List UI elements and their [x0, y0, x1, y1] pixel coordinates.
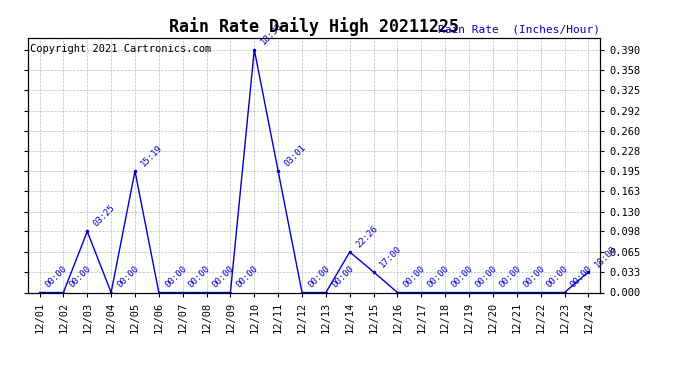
Text: 18:38: 18:38 — [259, 21, 284, 47]
Text: 00:00: 00:00 — [330, 264, 355, 290]
Text: 00:00: 00:00 — [497, 264, 522, 290]
Text: 03:01: 03:01 — [282, 143, 308, 168]
Text: 00:00: 00:00 — [449, 264, 475, 290]
Text: 00:00: 00:00 — [426, 264, 451, 290]
Text: 00:00: 00:00 — [210, 264, 236, 290]
Text: 00:00: 00:00 — [569, 264, 594, 290]
Text: 00:00: 00:00 — [235, 264, 260, 290]
Text: 00:00: 00:00 — [545, 264, 570, 290]
Text: 00:00: 00:00 — [187, 264, 213, 290]
Text: 00:00: 00:00 — [402, 264, 427, 290]
Text: 00:00: 00:00 — [68, 264, 93, 290]
Text: 00:00: 00:00 — [306, 264, 332, 290]
Title: Rain Rate Daily High 20211225: Rain Rate Daily High 20211225 — [169, 17, 459, 36]
Text: 00:00: 00:00 — [163, 264, 188, 290]
Text: 00:00: 00:00 — [115, 264, 141, 290]
Text: 00:00: 00:00 — [43, 264, 69, 290]
Text: 18:00: 18:00 — [593, 244, 618, 269]
Text: Rain Rate  (Inches/Hour): Rain Rate (Inches/Hour) — [438, 25, 600, 35]
Text: 03:25: 03:25 — [91, 203, 117, 229]
Text: 15:19: 15:19 — [139, 143, 164, 168]
Text: 22:26: 22:26 — [354, 224, 380, 249]
Text: 17:00: 17:00 — [377, 244, 403, 269]
Text: 00:00: 00:00 — [473, 264, 499, 290]
Text: Copyright 2021 Cartronics.com: Copyright 2021 Cartronics.com — [30, 44, 212, 54]
Text: 00:00: 00:00 — [521, 264, 546, 290]
